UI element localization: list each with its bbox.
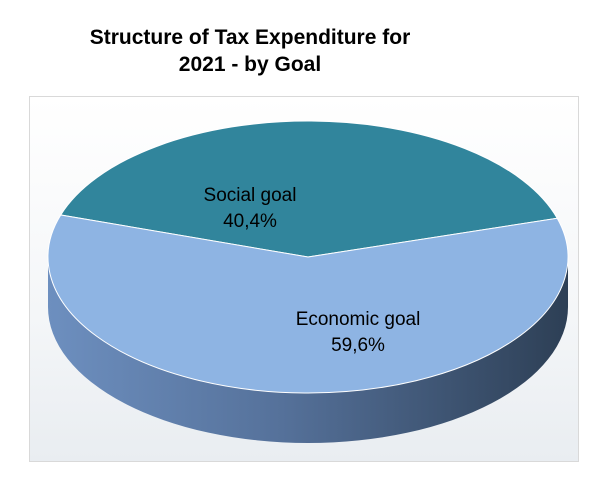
slice-label-value: 40,4% xyxy=(223,211,277,232)
pie-side-wall xyxy=(48,257,568,443)
chart-title-line-1: Structure of Tax Expenditure for xyxy=(89,26,411,49)
slice-label-value: 59,6% xyxy=(331,335,385,356)
chart-title: Structure of Tax Expenditure for 2021 - … xyxy=(30,24,470,78)
chart-title-line-2: 2021 - by Goal xyxy=(178,53,322,76)
pie-labels: Social goal 40,4% Economic goal 59,6% xyxy=(204,185,421,356)
slice-label-name: Economic goal xyxy=(296,309,421,330)
pie-slice-social-goal xyxy=(59,120,559,258)
pie-top xyxy=(47,120,569,394)
slice-label-name: Social goal xyxy=(204,185,297,206)
pie-side xyxy=(48,257,568,443)
pie-slice-economic-goal xyxy=(47,214,569,394)
